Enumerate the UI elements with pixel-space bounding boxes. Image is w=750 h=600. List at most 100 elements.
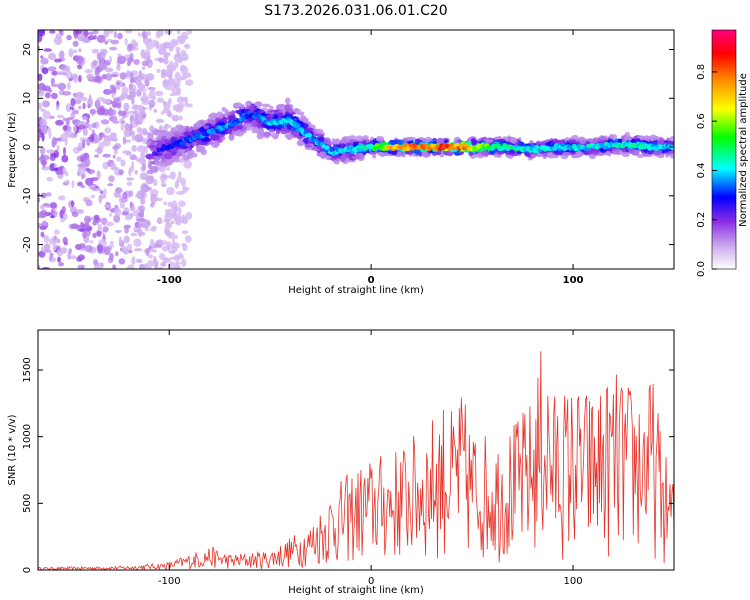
heat-cell bbox=[145, 48, 151, 57]
heat-cell bbox=[377, 151, 385, 156]
heat-cell bbox=[170, 136, 176, 142]
heat-cell bbox=[152, 249, 157, 253]
heat-cell bbox=[40, 147, 46, 155]
heat-cell bbox=[167, 124, 172, 129]
heat-cell bbox=[62, 91, 72, 96]
heat-cell bbox=[135, 221, 139, 229]
heat-cell bbox=[176, 77, 184, 81]
heat-cell bbox=[98, 132, 106, 139]
heat-cell bbox=[421, 151, 430, 158]
snr-series-line bbox=[38, 351, 674, 570]
y-tick-label: -10 bbox=[22, 188, 33, 204]
heat-cell bbox=[172, 114, 179, 122]
heat-cell bbox=[485, 138, 494, 143]
heat-cell bbox=[40, 55, 44, 59]
heat-cell bbox=[41, 166, 51, 171]
heat-cell bbox=[154, 90, 164, 97]
heat-cell bbox=[169, 92, 176, 97]
heat-cell bbox=[42, 110, 51, 120]
heat-cell bbox=[171, 40, 178, 46]
heat-cell bbox=[145, 175, 154, 185]
heat-cell bbox=[124, 123, 130, 130]
heat-cell bbox=[96, 230, 102, 237]
heat-cell bbox=[139, 88, 147, 92]
heat-cell bbox=[70, 73, 78, 79]
heat-cell bbox=[40, 209, 48, 218]
heat-cell bbox=[49, 30, 56, 34]
heat-cell bbox=[78, 105, 82, 110]
heat-cell bbox=[70, 223, 80, 229]
heat-cell bbox=[635, 138, 641, 142]
heat-cell bbox=[101, 108, 109, 116]
heat-cell bbox=[65, 70, 73, 79]
heat-cell bbox=[296, 111, 305, 116]
heat-cell bbox=[240, 104, 245, 109]
heat-cell bbox=[228, 115, 236, 121]
heat-cell bbox=[52, 242, 57, 252]
heat-cell bbox=[131, 256, 136, 265]
heat-cell bbox=[109, 84, 116, 90]
heat-cell bbox=[38, 45, 41, 53]
heat-cell bbox=[42, 100, 50, 108]
heat-cell bbox=[61, 65, 71, 72]
heat-cell bbox=[141, 162, 147, 171]
heat-cell bbox=[109, 46, 118, 51]
heat-cell bbox=[120, 159, 126, 167]
heat-cell bbox=[129, 201, 133, 208]
heat-cell bbox=[121, 211, 129, 216]
heat-cell bbox=[149, 144, 156, 149]
heat-cell bbox=[351, 155, 361, 160]
heat-cell bbox=[149, 227, 157, 232]
heat-cell bbox=[38, 196, 41, 203]
heat-cell bbox=[180, 66, 189, 75]
heat-cell bbox=[153, 255, 157, 264]
heat-cell bbox=[151, 193, 156, 199]
colorbar-ticks: 0.0 0.2 0.4 0.6 0.8 bbox=[696, 64, 717, 277]
heat-cell bbox=[96, 170, 101, 180]
heat-cell bbox=[38, 30, 46, 37]
heat-cell bbox=[80, 96, 88, 102]
heat-cell bbox=[185, 212, 193, 220]
heat-cell bbox=[436, 137, 444, 144]
heat-cell bbox=[135, 79, 143, 86]
heat-cell bbox=[92, 220, 97, 226]
heat-cell bbox=[40, 108, 47, 112]
heat-cell bbox=[92, 232, 97, 238]
heat-cell bbox=[184, 96, 189, 105]
heat-cell bbox=[114, 207, 122, 217]
heat-cell bbox=[184, 103, 194, 108]
heat-cell bbox=[174, 234, 178, 240]
heat-cell bbox=[471, 140, 478, 146]
heat-cell bbox=[165, 101, 171, 110]
heat-cell bbox=[116, 64, 121, 71]
heat-cell bbox=[108, 175, 115, 183]
heat-cell bbox=[77, 124, 86, 130]
heat-cell bbox=[175, 104, 184, 113]
heat-cell bbox=[87, 31, 95, 36]
heat-cell bbox=[618, 138, 623, 143]
heat-cell bbox=[182, 244, 188, 252]
heat-cell bbox=[190, 152, 198, 158]
heat-cell bbox=[291, 131, 300, 136]
heat-cell bbox=[45, 86, 52, 91]
heat-cell bbox=[110, 208, 115, 212]
heat-cell bbox=[78, 48, 82, 53]
heat-cell bbox=[404, 137, 414, 141]
heat-cell bbox=[99, 62, 108, 71]
heat-cell bbox=[73, 98, 82, 105]
heat-core-cell bbox=[324, 145, 330, 151]
heat-cell bbox=[115, 229, 122, 233]
heat-cell bbox=[67, 81, 71, 91]
heat-cell bbox=[45, 192, 52, 197]
heat-cell bbox=[113, 97, 120, 103]
heat-cell bbox=[154, 160, 160, 166]
heat-cell bbox=[77, 264, 86, 269]
heat-cell bbox=[157, 266, 164, 269]
heat-cell bbox=[216, 111, 224, 118]
heat-cell bbox=[170, 148, 178, 153]
heat-cell bbox=[88, 94, 92, 102]
heat-cell bbox=[47, 52, 57, 61]
heat-cell bbox=[181, 230, 189, 235]
